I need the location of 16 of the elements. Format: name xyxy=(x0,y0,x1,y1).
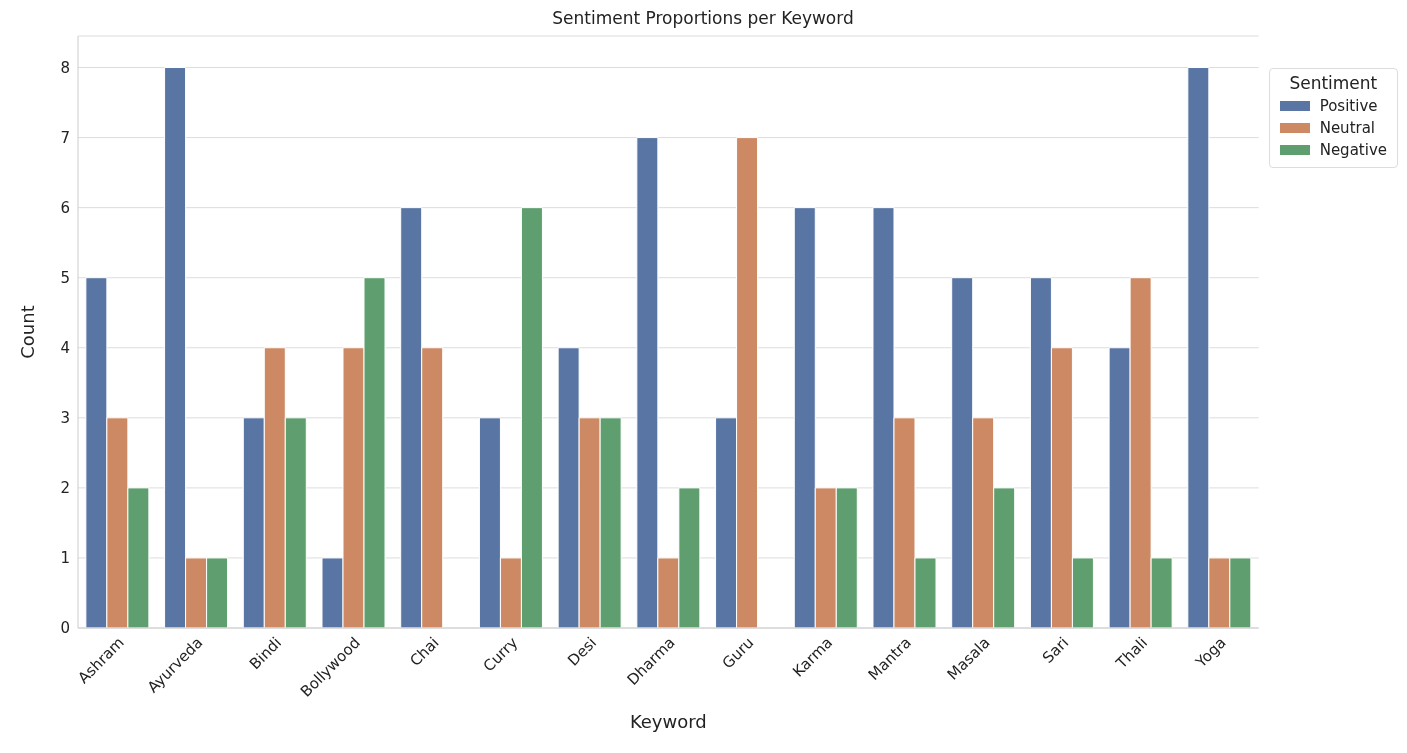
y-tick-label: 5 xyxy=(60,269,70,288)
x-axis-title: Keyword xyxy=(629,711,707,732)
y-tick-label: 1 xyxy=(60,549,70,568)
y-tick-label: 7 xyxy=(60,128,70,147)
chart-title: Sentiment Proportions per Keyword xyxy=(551,8,855,28)
y-tick-label: 6 xyxy=(60,198,70,217)
y-tick-label: 4 xyxy=(60,339,70,358)
legend-title: Sentiment xyxy=(1288,73,1379,93)
y-tick-label: 0 xyxy=(60,619,70,638)
legend-label: Neutral xyxy=(1319,119,1376,137)
legend-label: Positive xyxy=(1319,97,1378,115)
y-tick-label: 3 xyxy=(60,409,70,428)
y-axis-title: Count xyxy=(17,305,39,359)
y-tick-label: 2 xyxy=(60,479,70,498)
y-tick-label: 8 xyxy=(60,58,70,77)
legend-label: Negative xyxy=(1319,141,1387,159)
